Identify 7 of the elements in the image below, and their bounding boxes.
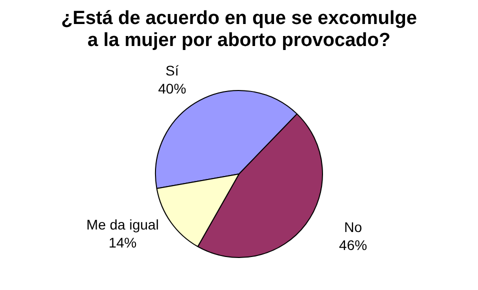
chart-title: ¿Está de acuerdo en que se excomulge a la mujer por aborto provocado? (60, 8, 418, 52)
slice-label: Me da igual (86, 216, 159, 233)
data-label: 46% (339, 237, 368, 254)
slice-label: Sí (166, 62, 179, 79)
data-label: 14% (108, 234, 137, 251)
slice-label: No (344, 219, 362, 236)
data-label: 40% (158, 80, 186, 97)
